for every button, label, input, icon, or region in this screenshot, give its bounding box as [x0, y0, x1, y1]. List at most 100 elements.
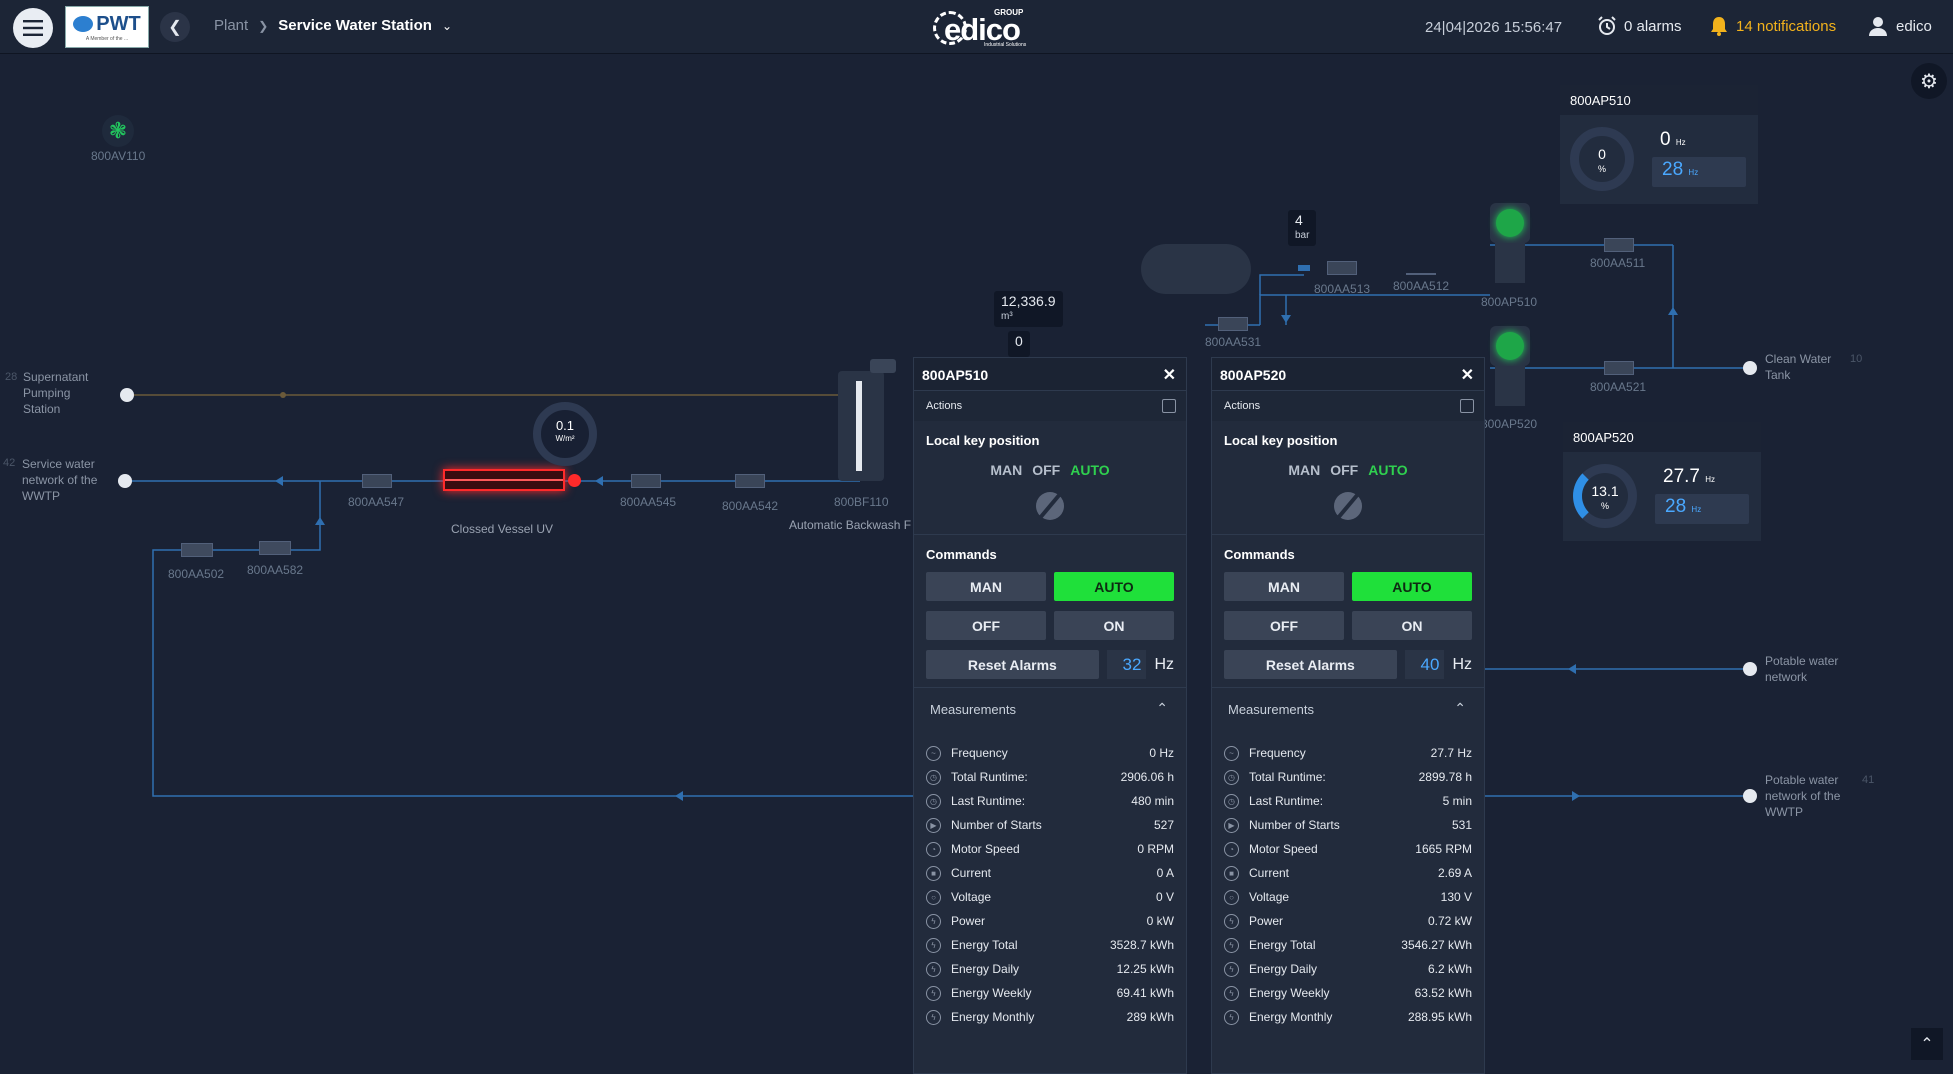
valve-800aa545[interactable] — [631, 474, 661, 488]
measurements-header[interactable]: Measurements ⌃ — [1212, 687, 1484, 731]
valve-label: 800AA512 — [1393, 279, 1450, 293]
tank[interactable] — [1141, 244, 1251, 294]
valve-800aa512[interactable] — [1406, 261, 1436, 275]
endpoint-service-water[interactable]: Service water network of the WWTP — [22, 457, 98, 503]
uv-reactor[interactable] — [443, 469, 565, 491]
man-button[interactable]: MAN — [1224, 572, 1344, 601]
endpoint-arrow-icon[interactable] — [1743, 789, 1757, 803]
measurement-row: ◷ Total Runtime: 2906.06 h — [914, 765, 1186, 789]
chevron-up-icon[interactable]: ⌃ — [1156, 700, 1168, 716]
frequency-input[interactable]: 40 — [1404, 650, 1445, 679]
measurement-row: ◷ Last Runtime: 5 min — [1212, 789, 1484, 813]
endpoint-supernatant[interactable]: Supernatant Pumping Station — [23, 370, 89, 416]
measurement-row: ▶ Number of Starts 531 — [1212, 813, 1484, 837]
reset-alarms-button[interactable]: Reset Alarms — [1224, 650, 1397, 679]
auto-button[interactable]: AUTO — [1352, 572, 1472, 601]
endpoint-clean-water[interactable]: Clean Water Tank — [1765, 352, 1832, 382]
valve-800aa547[interactable] — [362, 474, 392, 488]
pump-gauge: 0 % — [1570, 127, 1634, 191]
local-key-position: MAN OFF AUTO — [990, 462, 1110, 478]
pdf-icon[interactable] — [1162, 399, 1176, 413]
pump-card-800ap510[interactable]: 800AP510 0 % 0 Hz 28 Hz — [1560, 85, 1758, 204]
scroll-top-button[interactable]: ⌃ — [1911, 1028, 1943, 1060]
measurement-row: ◷ Total Runtime: 2899.78 h — [1212, 765, 1484, 789]
flow-rate-box: 0 — [1008, 331, 1030, 357]
pump-frequency: 27.7 Hz — [1663, 466, 1716, 487]
backwash-filter[interactable] — [838, 371, 884, 481]
frequency-input[interactable]: 32 — [1106, 650, 1147, 679]
measurement-row: ϟ Energy Weekly 63.52 kWh — [1212, 981, 1484, 1005]
breadcrumb-root[interactable]: Plant — [214, 17, 249, 34]
valve-800aa513[interactable] — [1327, 261, 1357, 275]
pdf-icon[interactable] — [1460, 399, 1474, 413]
current-icon: ■ — [926, 865, 941, 881]
stopwatch-icon: ◷ — [926, 793, 941, 809]
on-button[interactable]: ON — [1054, 611, 1174, 640]
back-button[interactable]: ❮ — [160, 12, 190, 42]
pump-fan-icon — [1496, 209, 1524, 237]
endpoint-arrow-icon[interactable] — [1743, 662, 1757, 676]
valve-800aa502[interactable] — [181, 543, 213, 557]
datetime: 24|04|2026 15:56:47 — [1425, 19, 1563, 36]
off-button[interactable]: OFF — [1224, 611, 1344, 640]
reset-alarms-button[interactable]: Reset Alarms — [926, 650, 1099, 679]
valve-800aa511[interactable] — [1604, 238, 1634, 252]
bolt-icon: ϟ — [926, 913, 941, 929]
endpoint-arrow-icon[interactable] — [118, 474, 132, 488]
fan-label: 800AV110 — [91, 149, 146, 163]
bolt-icon: ϟ — [1224, 913, 1239, 929]
pwt-logo[interactable]: PWT A Member of the ... — [65, 6, 149, 48]
local-key-position: MAN OFF AUTO — [1288, 462, 1408, 478]
auto-button[interactable]: AUTO — [1054, 572, 1174, 601]
alarm-dot-icon[interactable] — [568, 474, 581, 487]
endpoint-arrow-icon[interactable] — [1743, 361, 1757, 375]
bolt-icon: ϟ — [1224, 937, 1239, 953]
measurement-row: ϟ Energy Monthly 289 kWh — [914, 1005, 1186, 1029]
filter-motor — [870, 359, 896, 373]
valve-800aa521[interactable] — [1604, 361, 1634, 375]
pump-dialog-800ap510: 800AP510 ✕ Actions Local key position MA… — [913, 357, 1187, 1074]
close-icon[interactable]: ✕ — [1162, 367, 1176, 384]
measurement-row: ▶ Number of Starts 527 — [914, 813, 1186, 837]
measurement-row: ◔ Motor Speed 1665 RPM — [1212, 837, 1484, 861]
endpoint-potable-network[interactable]: Potable water network — [1765, 654, 1839, 684]
pump-setpoint[interactable]: 28 Hz — [1655, 494, 1749, 524]
pressure-box: 4 bar — [1288, 210, 1317, 246]
measurement-row: ϟ Power 0.72 kW — [1212, 909, 1484, 933]
pump-card-800ap520[interactable]: 800AP520 13.1 % 27.7 Hz 28 Hz — [1563, 422, 1761, 541]
user-menu[interactable]: edico — [1868, 16, 1932, 36]
on-button[interactable]: ON — [1352, 611, 1472, 640]
valve-label: 800AA531 — [1205, 335, 1262, 349]
notifications-indicator[interactable]: 14 notifications — [1710, 16, 1836, 36]
bolt-icon: ϟ — [1224, 961, 1239, 977]
valve-label: 800AA511 — [1590, 256, 1646, 270]
key-switch-icon — [1334, 492, 1362, 520]
breadcrumb-current[interactable]: Service Water Station — [278, 17, 432, 34]
filter-tag: 800BF110 — [834, 495, 889, 509]
man-button[interactable]: MAN — [926, 572, 1046, 601]
speedometer-icon: ◔ — [926, 841, 941, 857]
gear-icon: ⚙ — [1920, 70, 1938, 93]
fan-800av110[interactable]: ❃ — [102, 115, 134, 147]
valve-800aa582[interactable] — [259, 541, 291, 555]
settings-button[interactable]: ⚙ — [1911, 63, 1947, 99]
valve-800aa542[interactable] — [735, 474, 765, 488]
hamburger-menu-button[interactable] — [13, 8, 53, 48]
measurements-header[interactable]: Measurements ⌃ — [914, 687, 1186, 731]
chevron-up-icon: ⌃ — [1920, 1036, 1934, 1053]
chevron-down-icon[interactable]: ⌄ — [441, 18, 452, 33]
pump-800ap510[interactable] — [1490, 203, 1530, 243]
measurement-row: ~ Frequency 27.7 Hz — [1212, 741, 1484, 765]
pump-setpoint[interactable]: 28 Hz — [1652, 157, 1746, 187]
alarms-indicator[interactable]: 0 alarms — [1597, 16, 1682, 36]
endpoint-potable-wwtp[interactable]: Potable water network of the WWTP — [1765, 773, 1841, 819]
off-button[interactable]: OFF — [926, 611, 1046, 640]
valve-800aa531[interactable] — [1218, 317, 1248, 331]
frequency-unit: Hz — [1154, 655, 1174, 673]
pump-800ap520[interactable] — [1490, 326, 1530, 366]
endpoint-arrow-icon[interactable] — [120, 388, 134, 402]
close-icon[interactable]: ✕ — [1460, 367, 1474, 384]
chevron-up-icon[interactable]: ⌃ — [1454, 700, 1466, 716]
endpoint-number: 28 — [5, 371, 18, 383]
measurement-row: ◔ Motor Speed 0 RPM — [914, 837, 1186, 861]
